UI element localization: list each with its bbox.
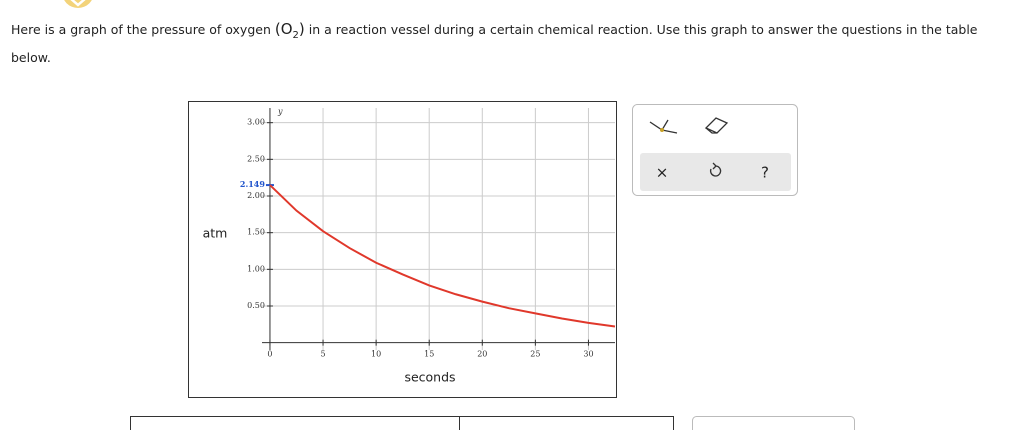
answer-panel: [692, 416, 855, 430]
toolbar-actions: [640, 153, 791, 191]
data-line: [269, 184, 616, 328]
instruction-text: in a reaction vessel during a certain ch…: [11, 22, 978, 65]
instruction-text: Here is a graph of the pressure of oxyge…: [11, 22, 271, 37]
y-tick-label: 0.50: [247, 301, 265, 310]
x-tick-label: 10: [371, 350, 381, 359]
y-axis-name: y: [277, 107, 283, 116]
y-axis-label: atm: [203, 226, 228, 241]
y-tick-label: 3.00: [247, 118, 265, 127]
clear-button[interactable]: ×: [656, 164, 669, 182]
x-axis-label: seconds: [404, 370, 455, 385]
y-tick-label: 1.00: [247, 264, 265, 273]
x-tick-label: 25: [530, 350, 540, 359]
y-tick-label: 2.00: [247, 191, 265, 200]
y-tick-label: 2.50: [247, 154, 265, 163]
formula-subscript: 2: [292, 30, 299, 41]
instruction: Here is a graph of the pressure of oxyge…: [11, 18, 1011, 69]
formula: (O2): [274, 20, 305, 41]
x-tick-label: 30: [583, 350, 593, 359]
line-tool-point: [660, 128, 664, 132]
y-tick-label: 1.50: [247, 228, 265, 237]
chevron: [70, 0, 86, 7]
eraser-tool[interactable]: [704, 117, 729, 134]
formula-element: O: [280, 20, 293, 38]
help-button[interactable]: ?: [761, 164, 769, 182]
answer-table: [130, 416, 674, 430]
annotation-label: 2.149: [240, 179, 265, 189]
x-tick-label: 5: [320, 350, 325, 359]
x-tick-label: 0: [267, 350, 272, 359]
x-tick-label: 15: [424, 350, 434, 359]
x-tick-label: 20: [477, 350, 487, 359]
undo-button[interactable]: [709, 162, 722, 177]
plot: 0 5 10 15 20 25 30 0.50 1.00 1.50 2.00 2.50 3.00 y 2.1…: [240, 107, 616, 359]
chart-frame: [188, 101, 617, 398]
